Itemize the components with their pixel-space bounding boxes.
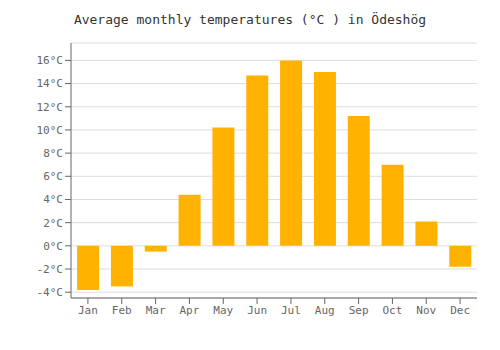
svg-text:2°C: 2°C [43,217,63,230]
svg-text:8°C: 8°C [43,147,63,160]
svg-text:Feb: Feb [112,304,132,317]
svg-text:Jul: Jul [281,304,301,317]
svg-text:10°C: 10°C [37,124,64,137]
svg-text:Dec: Dec [450,304,470,317]
svg-text:-4°C: -4°C [37,286,64,299]
svg-text:12°C: 12°C [37,101,64,114]
svg-text:16°C: 16°C [37,54,64,67]
svg-text:6°C: 6°C [43,170,63,183]
html-text:Average monthly temperatures (: Average monthly temperatures (°C ) in Öd… [73,12,427,27]
svg-text:Apr: Apr [179,304,199,317]
svg-text:Sep: Sep [349,304,369,317]
svg-text:Nov: Nov [416,304,436,317]
svg-text:0°C: 0°C [43,240,63,253]
svg-text:Jun: Jun [247,304,267,317]
svg-text:Mar: Mar [146,304,166,317]
svg-text:Jan: Jan [78,304,98,317]
svg-text:Aug: Aug [315,304,335,317]
svg-text:-2°C: -2°C [37,263,64,276]
svg-text:May: May [213,304,233,317]
svg-text:14°C: 14°C [37,77,64,90]
svg-text:4°C: 4°C [43,193,63,206]
svg-text:Oct: Oct [382,304,402,317]
